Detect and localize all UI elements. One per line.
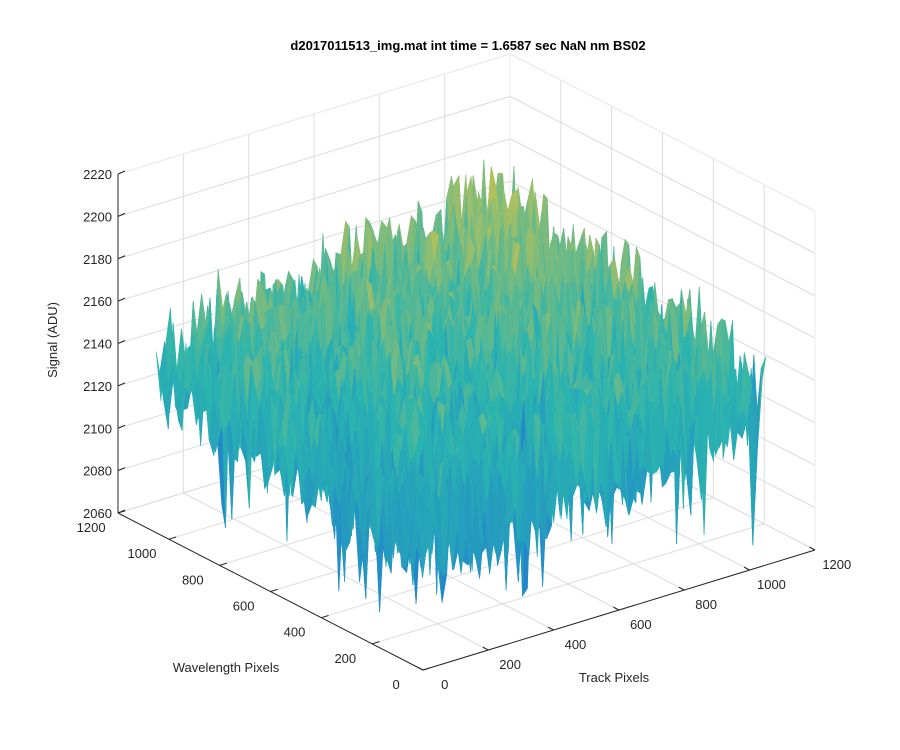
surface-layer [155, 159, 767, 613]
floor-gridline-y [372, 523, 765, 645]
wall-gridline-z [117, 180, 511, 302]
wall-gridline-z [509, 95, 816, 254]
box-edge [117, 53, 511, 175]
chart-title: d2017011513_img.mat int time = 1.6587 se… [290, 38, 645, 53]
wall-gridline-z [509, 180, 816, 339]
wall-gridline-z [509, 138, 816, 297]
wall-gridline-z [117, 95, 511, 217]
box-edge [509, 53, 816, 212]
wall-gridline-z [117, 138, 511, 260]
